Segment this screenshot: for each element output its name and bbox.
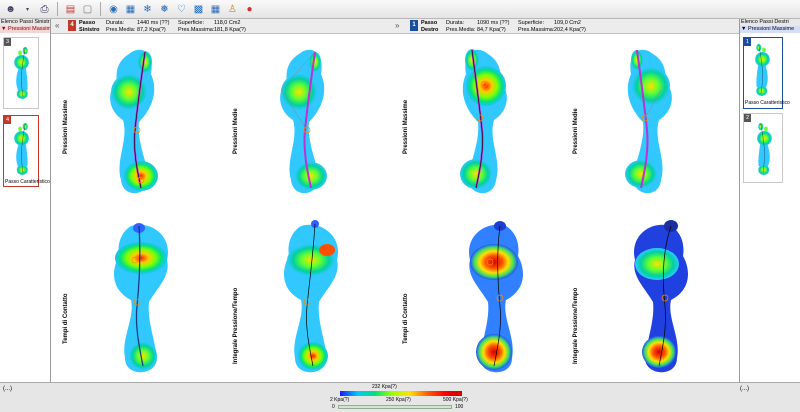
left-foot-mean-pressure-map — [280, 49, 327, 194]
right-step-title-line1: Passo — [421, 20, 438, 26]
left-step-labels-1: Durata: Pres.Media: — [106, 20, 135, 33]
durata-label: Durata: — [106, 20, 125, 26]
foot-thumb-icon — [14, 122, 30, 176]
left-steps-panel: Elenco Passi Sinistri ▼ Pressioni Massim… — [0, 19, 51, 382]
superficie-label: Superficie: — [518, 20, 544, 26]
prev-step-button[interactable]: « — [55, 21, 60, 30]
right-step-values-2: 109,0 Cm2 202,4 Kpa(?) — [554, 20, 586, 33]
left-step-labels-2: Superficie: Pres.Massima: — [178, 20, 214, 33]
right-step-thumb-2[interactable]: 2 — [743, 113, 783, 183]
scale-mid-label: 250 Kpa(?) — [386, 397, 411, 403]
foot-left-icon[interactable]: ❄ — [143, 3, 152, 15]
pressure-color-gradient — [340, 391, 462, 396]
pres-media-value: 87,2 Kpa(?) — [137, 26, 166, 33]
pres-media-value: 84,7 Kpa(?) — [477, 26, 506, 33]
superficie-value: 118,0 Cm2 — [214, 20, 241, 26]
next-step-button[interactable]: » — [395, 21, 400, 30]
left-step-title: Passo Sinistro — [79, 20, 99, 33]
right-foot-max-pressure-map — [460, 49, 507, 194]
superficie-value: 109,0 Cm2 — [554, 20, 581, 26]
scale-max-label: 500 Kpa(?) — [443, 397, 468, 403]
panel-label: Integrale Pressione/Tempo — [573, 287, 579, 364]
left-step-values-1: 1440 ms (??) 87,2 Kpa(?) — [137, 20, 169, 33]
foot-right-icon[interactable]: ❅ — [160, 3, 169, 15]
right-more-button[interactable]: (...) — [740, 386, 749, 392]
thumb-label: Passo Caratteristico — [745, 100, 790, 106]
right-foot-pressure-time-integral-map — [633, 220, 688, 373]
globe-icon[interactable]: ◉ — [109, 3, 118, 15]
right-panel-dropdown[interactable]: ▼ Pressioni Massime — [740, 26, 800, 33]
right-step-values-1: 1090 ms (??) 84,7 Kpa(?) — [477, 20, 509, 33]
document-icon[interactable]: ▦ — [125, 3, 136, 15]
panel-label: Pressioni Medie — [233, 108, 239, 154]
user-icon[interactable]: ☻ — [5, 3, 16, 15]
color-scale-bar: (...) (...) 232 Kpa(?) 2 Kpa(?) 250 Kpa(… — [0, 382, 800, 412]
thumb-number: 4 — [4, 116, 11, 124]
slider-max-label: 100 — [455, 404, 464, 410]
right-step-labels-2: Superficie: Pres.Massima: — [518, 20, 554, 33]
right-foot-contact-time-map — [468, 221, 523, 373]
durata-value: 1440 ms (??) — [137, 20, 170, 26]
left-foot-contact-time-map — [114, 223, 169, 373]
print-icon[interactable]: ⎙ — [40, 3, 49, 15]
grid-icon[interactable]: ▦ — [210, 3, 221, 15]
durata-label: Durata: — [446, 20, 465, 26]
pres-media-label: Pres.Media: — [446, 26, 476, 33]
pres-media-label: Pres.Media: — [106, 26, 136, 33]
panel-label: Pressioni Massime — [63, 99, 69, 154]
thumb-number: 3 — [4, 38, 11, 46]
left-step-thumb-3[interactable]: 3 — [3, 37, 39, 109]
left-step-thumb-4[interactable]: 4 Passo Caratteristico — [3, 115, 50, 187]
left-panel-dropdown[interactable]: ▼ Pressioni Massime — [0, 26, 50, 33]
image-icon[interactable]: ▢ — [82, 3, 93, 15]
superficie-label: Superficie: — [178, 20, 204, 26]
left-foot-pressure-time-integral-map — [284, 220, 339, 373]
panel-label: Tempi di Contatto — [403, 293, 409, 344]
right-step-title: Passo Destro — [421, 20, 438, 33]
thumb-label: Passo Caratteristico — [5, 179, 50, 185]
left-step-values-2: 118,0 Cm2 181,8 Kpa(?) — [214, 20, 246, 33]
right-step-thumb-1[interactable]: 1 Passo Caratteristico — [743, 37, 790, 109]
right-step-title-line2: Destro — [421, 26, 439, 33]
foot-thumb-icon — [14, 46, 30, 100]
pres-massima-value: 181,8 Kpa(?) — [214, 26, 246, 33]
main-toolbar: ☻ ▾ ⎙ ▤ ▢ ◉ ▦ ❄ ❅ ♡ ▩ ▦ ♙ ● — [0, 0, 800, 19]
thumb-number: 1 — [744, 38, 751, 46]
palette-icon[interactable]: ● — [246, 3, 253, 15]
feet-icon[interactable]: ♡ — [177, 3, 186, 15]
pres-massima-value: 202,4 Kpa(?) — [554, 26, 586, 33]
scale-min-label: 2 Kpa(?) — [330, 397, 350, 403]
right-step-badge: 1 — [410, 20, 418, 31]
chart-icon[interactable]: ▤ — [65, 3, 76, 15]
pressure-maps-area: Pressioni Massime Pressioni Medie Pressi… — [51, 34, 739, 382]
thumb-number: 2 — [744, 114, 751, 122]
left-step-title-line2: Sinistro — [79, 26, 100, 33]
bars-icon[interactable]: ▩ — [193, 3, 204, 15]
person-icon[interactable]: ♙ — [228, 3, 237, 15]
right-steps-panel: Elenco Passi Destri ▼ Pressioni Massime … — [739, 19, 800, 382]
left-foot-max-pressure-map — [110, 49, 158, 194]
panel-label: Pressioni Medie — [573, 108, 579, 154]
panel-label: Integrale Pressione/Tempo — [233, 287, 239, 364]
right-foot-mean-pressure-map — [625, 49, 672, 194]
dropdown-icon[interactable]: ▾ — [25, 6, 29, 13]
durata-value: 1090 ms (??) — [477, 20, 510, 26]
right-step-labels-1: Durata: Pres.Media: — [446, 20, 475, 33]
panel-label: Tempi di Contatto — [63, 293, 69, 344]
threshold-slider[interactable] — [338, 405, 452, 409]
left-step-title-line1: Passo — [79, 20, 96, 26]
pres-massima-label: Pres.Massima: — [518, 26, 555, 33]
foot-thumb-icon — [756, 122, 772, 176]
left-step-badge: 4 — [68, 20, 76, 31]
toolbar-divider — [57, 2, 58, 16]
scale-current-value: 232 Kpa(?) — [372, 384, 397, 390]
panel-label: Pressioni Massime — [403, 99, 409, 154]
pres-massima-label: Pres.Massima: — [178, 26, 215, 33]
left-more-button[interactable]: (...) — [3, 386, 12, 392]
left-panel-title: Elenco Passi Sinistri — [0, 19, 50, 26]
toolbar-divider — [100, 2, 101, 16]
step-info-strip: « 4 Passo Sinistro Durata: Pres.Media: 1… — [51, 19, 739, 34]
slider-min-label: 0 — [332, 404, 335, 410]
right-panel-title: Elenco Passi Destri — [740, 19, 800, 26]
